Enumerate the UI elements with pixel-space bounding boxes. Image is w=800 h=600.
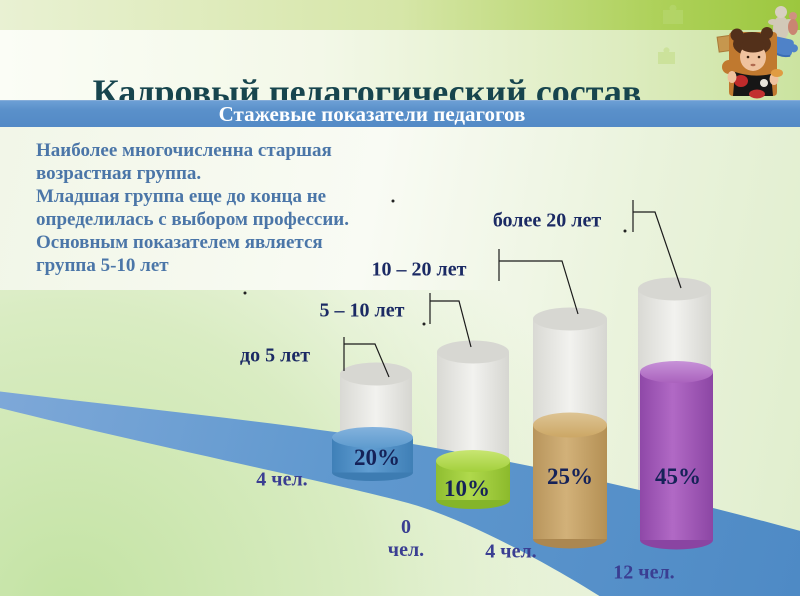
subtitle-bar: Стажевые показатели педагогов xyxy=(0,100,800,127)
count-label-2: 0 чел. xyxy=(387,516,425,561)
stray-dots xyxy=(243,199,627,326)
header-band xyxy=(0,30,800,100)
summary-text: Наиболее многочисленна старшая возрастна… xyxy=(36,140,349,276)
category-label-2: 5 – 10 лет xyxy=(319,299,405,322)
puzzle-outline-watermark xyxy=(658,4,683,64)
clay-figures xyxy=(768,6,798,40)
callout-lines xyxy=(343,200,682,378)
corner-collage-image xyxy=(658,4,798,99)
percent-label-3: 25% xyxy=(547,464,593,489)
subtitle-text: Стажевые показатели педагогов xyxy=(218,102,526,126)
ribbon-swoosh xyxy=(0,391,800,600)
percent-label-2: 10% xyxy=(444,476,490,501)
category-label-1: до 5 лет xyxy=(239,344,311,367)
child-puzzle-piece xyxy=(722,27,783,99)
count-label-1: 4 чел. xyxy=(256,468,308,491)
count-label-4: 12 чел. xyxy=(613,561,675,584)
bar-cylinder-1 xyxy=(332,427,413,481)
percent-label-4: 45% xyxy=(655,464,701,489)
bar-cylinder-4 xyxy=(640,361,713,550)
bar-cylinder-2 xyxy=(436,450,510,509)
bar-cylinder-3 xyxy=(533,412,607,549)
category-label-3: 10 – 20 лет xyxy=(371,258,467,281)
count-label-3: 4 чел. xyxy=(485,540,537,563)
category-label-4: более 20 лет xyxy=(492,209,602,232)
bottom-white-strip xyxy=(0,596,800,600)
percent-label-1: 20% xyxy=(354,445,400,470)
